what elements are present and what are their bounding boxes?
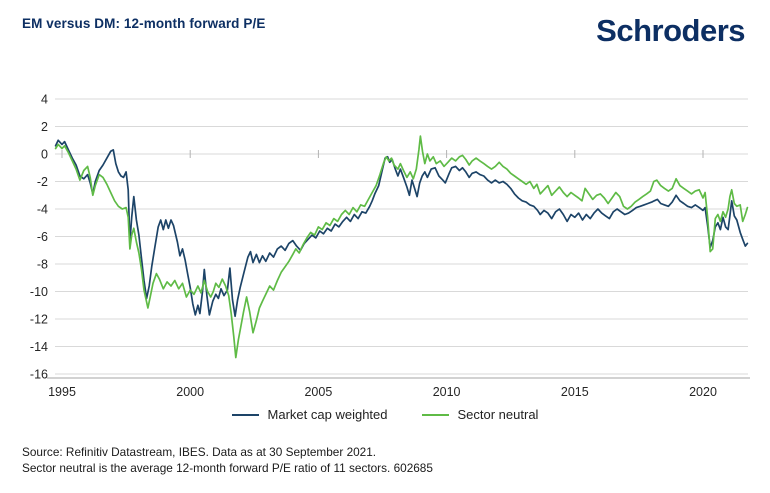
x-axis-tick-label: 2015 <box>561 385 589 399</box>
schroders-logo-text-post: ders <box>681 13 746 48</box>
page-title: EM versus DM: 12-month forward P/E <box>22 16 266 31</box>
y-axis-tick-label: -8 <box>37 258 48 272</box>
y-axis-tick-label: -10 <box>30 285 48 299</box>
y-axis-tick-label: -14 <box>30 340 48 354</box>
legend-label: Sector neutral <box>457 407 539 422</box>
schroders-logo: Schroders <box>596 13 745 49</box>
x-axis-tick-label: 2020 <box>689 385 717 399</box>
y-axis-tick-label: 0 <box>41 148 48 162</box>
y-axis-tick-label: -6 <box>37 230 48 244</box>
legend-item-sector-neutral: Sector neutral <box>421 407 539 422</box>
x-axis-tick-label: 2000 <box>176 385 204 399</box>
y-axis-tick-label: 4 <box>41 93 48 107</box>
y-axis-tick-label: 2 <box>41 120 48 134</box>
series-line-sector-neutral <box>54 135 749 359</box>
y-axis-tick-label: -16 <box>30 368 48 382</box>
legend-swatch-green-line <box>421 413 449 416</box>
legend-label: Market cap weighted <box>267 407 388 422</box>
legend-item-market-cap-weighted: Market cap weighted <box>231 407 388 422</box>
series-line-market-cap-weighted <box>54 139 749 318</box>
source-note: Source: Refinitiv Datastream, IBES. Data… <box>22 444 750 476</box>
source-line-1: Source: Refinitiv Datastream, IBES. Data… <box>22 445 377 459</box>
x-axis-tick-label: 2010 <box>433 385 461 399</box>
source-line-2: Sector neutral is the average 12-month f… <box>22 461 433 475</box>
schroders-logo-o: o <box>663 13 682 48</box>
x-axis-tick-label: 2005 <box>304 385 332 399</box>
legend-swatch-navy-line <box>231 413 259 416</box>
chart-legend: Market cap weighted Sector neutral <box>0 407 770 422</box>
y-axis-tick-label: -4 <box>37 203 48 217</box>
x-axis-tick-label: 1995 <box>48 385 76 399</box>
schroders-logo-text-pre: Schr <box>596 13 664 48</box>
y-axis-tick-label: -2 <box>37 175 48 189</box>
y-axis-tick-label: -12 <box>30 313 48 327</box>
